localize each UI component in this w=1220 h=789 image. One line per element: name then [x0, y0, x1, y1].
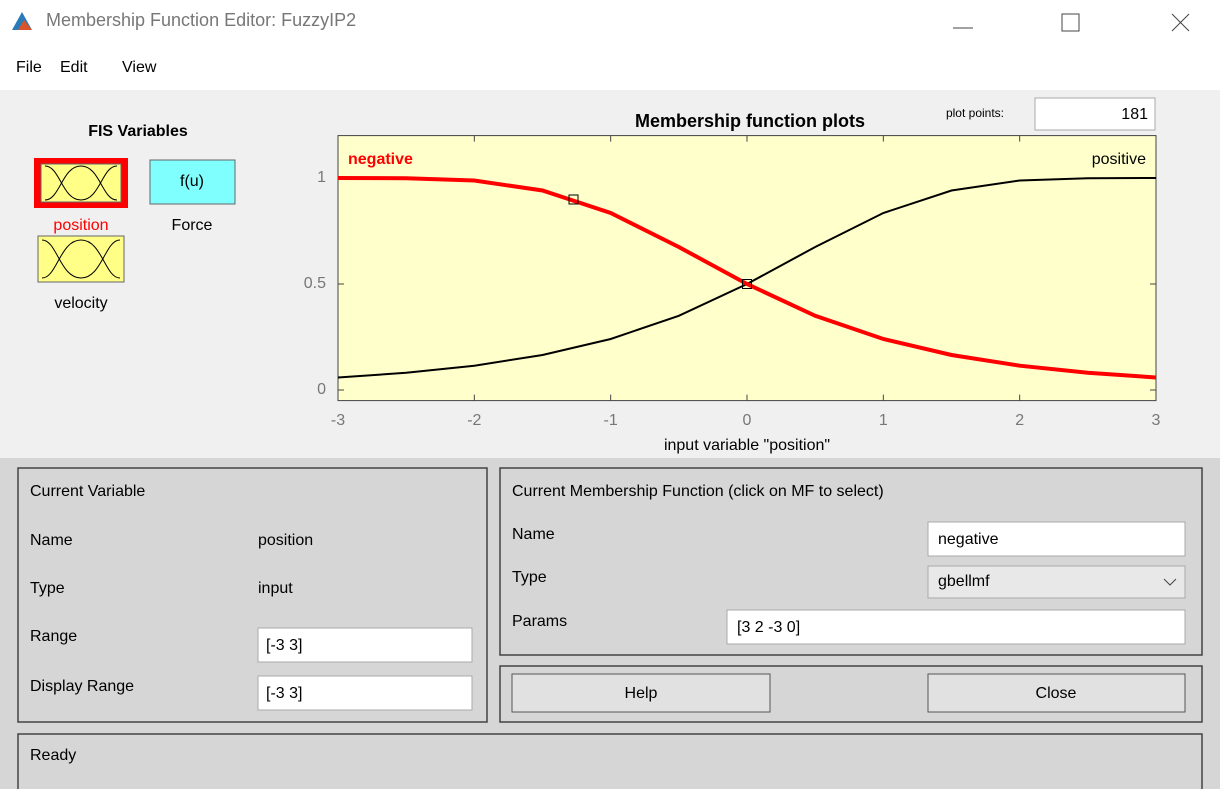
status-panel: [17, 733, 1203, 789]
range-value[interactable]: [-3 3]: [266, 637, 302, 654]
y-tick-label: 0.5: [304, 275, 326, 292]
input-icon[interactable]: [37, 235, 125, 283]
display-range-input[interactable]: [257, 675, 473, 711]
maximize[interactable]: [1061, 13, 1080, 32]
mf-glyph: [41, 239, 121, 279]
plot-points-value[interactable]: 181: [1121, 106, 1148, 123]
plot: -3 -2 -1 0 1 2 3 0 0.5 1 input variable "position"…: [304, 135, 1161, 454]
params-value[interactable]: [3 2 -3 0]: [737, 619, 800, 636]
field-label: Name: [30, 532, 73, 549]
x-tick-label: -3: [331, 412, 345, 429]
mf-glyph: [44, 165, 118, 201]
x-tick-label: 3: [1152, 412, 1161, 429]
mf-curve-selected: [337, 176, 1157, 380]
menu-item[interactable]: View: [122, 59, 157, 76]
x-tick-label: -2: [467, 412, 481, 429]
mf-name-input[interactable]: [927, 521, 1186, 557]
curve-label: negative: [348, 151, 413, 168]
menu-item[interactable]: Edit: [60, 59, 88, 76]
field-value: input: [258, 580, 293, 597]
dropdown-arrow: [1163, 578, 1177, 586]
curve-label: positive: [1092, 151, 1146, 168]
app-icon-accent: [18, 20, 32, 30]
input-label[interactable]: position: [53, 217, 108, 234]
mf-name-value[interactable]: negative: [938, 531, 999, 548]
button-panel: [499, 665, 1203, 723]
x-tick-label: 1: [879, 412, 888, 429]
y-tick-label: 0: [317, 381, 326, 398]
close-button[interactable]: [927, 673, 1186, 713]
plot-area: [337, 135, 1157, 402]
x-axis-label: input variable "position": [664, 437, 830, 454]
plot-points-label: plot points:: [946, 106, 1004, 120]
close-button-label[interactable]: Close: [1036, 685, 1077, 702]
input-icon-inner: [40, 163, 122, 203]
panel-title: Current Membership Function (click on MF…: [512, 483, 884, 500]
field-label: Display Range: [30, 678, 134, 695]
y-tick-label: 1: [317, 169, 326, 186]
field-label: Range: [30, 628, 77, 645]
x-tick-label: 0: [743, 412, 752, 429]
display-range-value[interactable]: [-3 3]: [266, 685, 302, 702]
params-input[interactable]: [726, 609, 1186, 645]
field-label: Type: [512, 569, 547, 586]
menu-item[interactable]: File: [16, 59, 42, 76]
output-icon[interactable]: [149, 159, 236, 205]
x-tick-label: -1: [604, 412, 618, 429]
x-tick-label: 2: [1015, 412, 1024, 429]
mf-handle: [742, 279, 752, 289]
help-button-label[interactable]: Help: [625, 685, 658, 702]
field-label: Type: [30, 580, 65, 597]
mf-type-dropdown[interactable]: [927, 565, 1186, 599]
plot-points-input[interactable]: [1034, 97, 1156, 131]
field-label: Name: [512, 526, 555, 543]
panel-title: Current Variable: [30, 483, 145, 500]
help-button[interactable]: [511, 673, 771, 713]
close-window[interactable]: [1171, 13, 1190, 32]
status-text: Ready: [30, 747, 76, 764]
field-label: Params: [512, 613, 567, 630]
window-title: Membership Function Editor: FuzzyIP2: [46, 10, 356, 30]
output-label[interactable]: Force: [172, 217, 213, 234]
field-value: position: [258, 532, 313, 549]
input-label[interactable]: velocity: [54, 295, 107, 312]
mf-handle: [568, 194, 579, 205]
output-icon-label: f(u): [180, 173, 204, 190]
mf-type-value[interactable]: gbellmf: [938, 573, 990, 590]
variable-panel: [17, 467, 488, 723]
mf-panel: [499, 467, 1203, 656]
range-input[interactable]: [257, 627, 473, 663]
plot-title: Membership function plots: [635, 111, 865, 131]
fis-title: FIS Variables: [88, 123, 188, 140]
